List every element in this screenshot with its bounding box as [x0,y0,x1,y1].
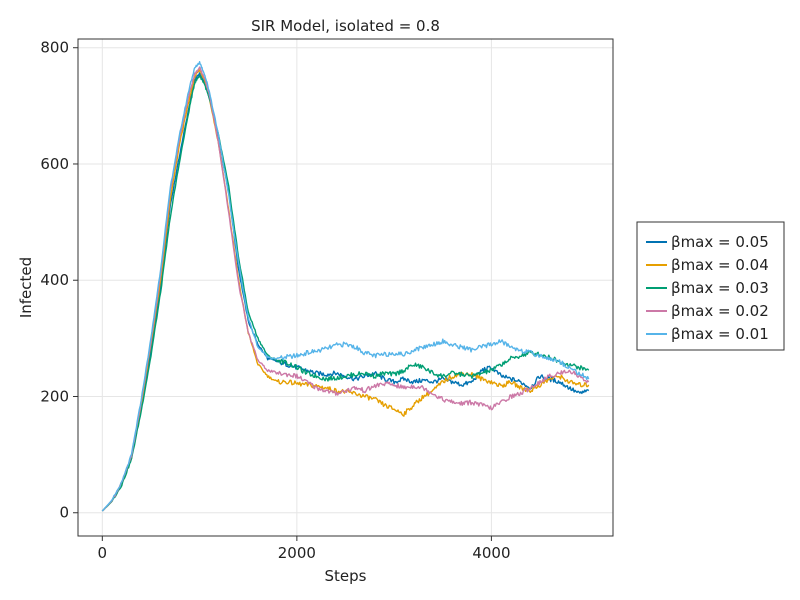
y-tick-label: 0 [59,504,69,522]
y-tick-label: 200 [40,387,69,405]
y-axis-label: Infected [17,257,35,318]
legend-box [636,221,785,351]
series-line-1 [101,72,590,512]
legend-entry-4: βmax = 0.02 [671,302,769,320]
y-tick-label: 400 [40,271,69,289]
plot-frame [77,38,614,537]
x-axis-label: Steps [325,567,367,585]
series-lines [101,61,590,512]
legend-entry-5: βmax = 0.01 [671,325,769,343]
x-tick-label: 4000 [472,544,510,562]
x-axis-ticks: 0 2000 4000 [98,536,511,562]
legend-entry-2: βmax = 0.04 [671,256,769,274]
x-tick-label: 0 [98,544,108,562]
x-tick-label: 2000 [278,544,316,562]
y-axis-ticks: 0 200 400 600 800 [40,39,78,522]
grid [78,39,613,536]
series-line-4 [101,66,590,512]
legend-entry-3: βmax = 0.03 [671,279,769,297]
y-tick-label: 600 [40,155,69,173]
chart-title: SIR Model, isolated = 0.8 [251,17,440,35]
series-line-2 [101,68,590,512]
legend: βmax = 0.05 βmax = 0.04 βmax = 0.03 βmax = … [636,221,785,351]
legend-entry-1: βmax = 0.05 [671,233,769,251]
y-tick-label: 800 [40,39,69,57]
series-line-3 [101,74,590,512]
series-line-5 [101,61,590,512]
